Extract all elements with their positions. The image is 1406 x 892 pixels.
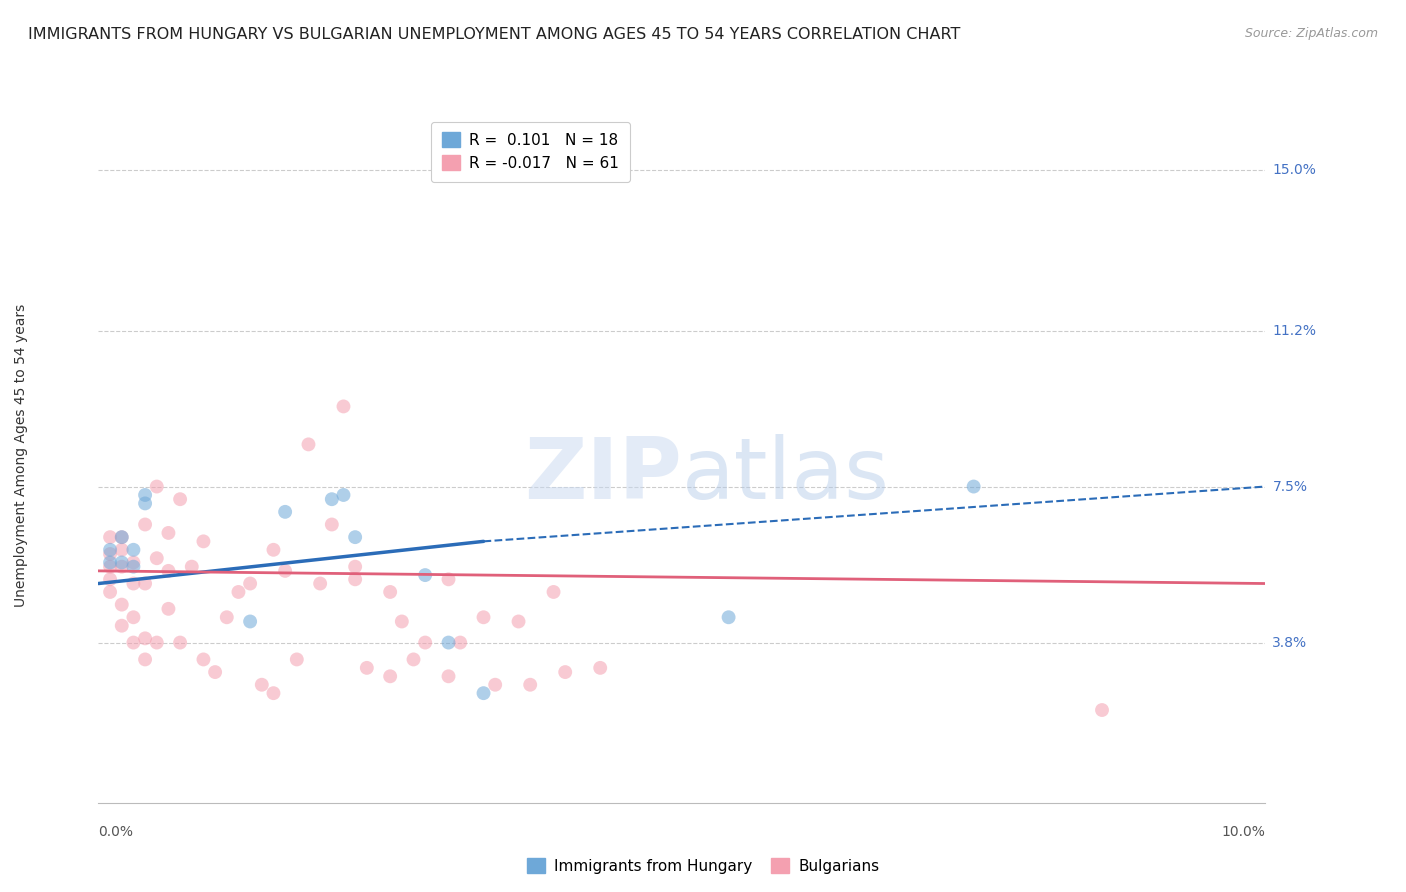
Point — [146, 479, 169, 493]
Point — [554, 665, 576, 679]
Point — [98, 559, 121, 574]
Point — [180, 559, 202, 574]
Point — [344, 572, 367, 586]
Point — [193, 652, 215, 666]
Point — [344, 530, 367, 544]
Legend: Immigrants from Hungary, Bulgarians: Immigrants from Hungary, Bulgarians — [520, 852, 886, 880]
Point — [378, 669, 402, 683]
Point — [228, 585, 250, 599]
Point — [134, 496, 156, 510]
Point — [285, 652, 308, 666]
Point — [262, 542, 284, 557]
Point — [98, 542, 121, 557]
Point — [169, 635, 191, 649]
Point — [111, 556, 134, 570]
Point — [98, 530, 121, 544]
Point — [378, 585, 402, 599]
Point — [437, 635, 460, 649]
Point — [589, 661, 612, 675]
Text: 3.8%: 3.8% — [1272, 636, 1308, 649]
Point — [472, 610, 495, 624]
Point — [146, 635, 169, 649]
Point — [391, 615, 413, 629]
Point — [157, 602, 180, 616]
Point — [356, 661, 378, 675]
Text: 0.0%: 0.0% — [98, 825, 134, 839]
Point — [134, 576, 156, 591]
Point — [543, 585, 565, 599]
Point — [122, 542, 145, 557]
Point — [157, 564, 180, 578]
Point — [274, 505, 297, 519]
Point — [193, 534, 215, 549]
Point — [309, 576, 332, 591]
Point — [321, 492, 343, 507]
Point — [111, 542, 134, 557]
Point — [472, 686, 495, 700]
Point — [437, 572, 460, 586]
Point — [98, 585, 121, 599]
Point — [157, 525, 180, 540]
Point — [274, 564, 297, 578]
Text: 15.0%: 15.0% — [1272, 163, 1316, 178]
Point — [413, 568, 436, 582]
Text: 10.0%: 10.0% — [1222, 825, 1265, 839]
Point — [262, 686, 284, 700]
Text: Unemployment Among Ages 45 to 54 years: Unemployment Among Ages 45 to 54 years — [14, 303, 28, 607]
Point — [122, 610, 145, 624]
Point — [519, 678, 541, 692]
Point — [437, 669, 460, 683]
Point — [239, 615, 262, 629]
Point — [449, 635, 471, 649]
Point — [332, 488, 354, 502]
Point — [204, 665, 226, 679]
Point — [508, 615, 530, 629]
Point — [122, 635, 145, 649]
Point — [332, 400, 354, 414]
Point — [402, 652, 425, 666]
Point — [98, 547, 121, 561]
Point — [111, 618, 134, 632]
Point — [297, 437, 319, 451]
Point — [215, 610, 238, 624]
Point — [134, 517, 156, 532]
Point — [146, 551, 169, 566]
Point — [134, 632, 156, 646]
Point — [250, 678, 273, 692]
Point — [717, 610, 740, 624]
Point — [122, 559, 145, 574]
Point — [239, 576, 262, 591]
Point — [111, 530, 134, 544]
Point — [321, 517, 343, 532]
Point — [111, 559, 134, 574]
Point — [344, 559, 367, 574]
Point — [169, 492, 191, 507]
Point — [962, 479, 984, 493]
Point — [122, 576, 145, 591]
Point — [134, 652, 156, 666]
Point — [98, 572, 121, 586]
Point — [413, 635, 436, 649]
Point — [98, 556, 121, 570]
Legend: R =  0.101   N = 18, R = -0.017   N = 61: R = 0.101 N = 18, R = -0.017 N = 61 — [430, 121, 630, 182]
Point — [1091, 703, 1114, 717]
Text: atlas: atlas — [682, 434, 890, 517]
Point — [122, 556, 145, 570]
Text: Source: ZipAtlas.com: Source: ZipAtlas.com — [1244, 27, 1378, 40]
Point — [484, 678, 506, 692]
Text: ZIP: ZIP — [524, 434, 682, 517]
Point — [111, 598, 134, 612]
Text: 7.5%: 7.5% — [1272, 480, 1308, 493]
Text: IMMIGRANTS FROM HUNGARY VS BULGARIAN UNEMPLOYMENT AMONG AGES 45 TO 54 YEARS CORR: IMMIGRANTS FROM HUNGARY VS BULGARIAN UNE… — [28, 27, 960, 42]
Point — [134, 488, 156, 502]
Point — [111, 530, 134, 544]
Text: 11.2%: 11.2% — [1272, 324, 1316, 337]
